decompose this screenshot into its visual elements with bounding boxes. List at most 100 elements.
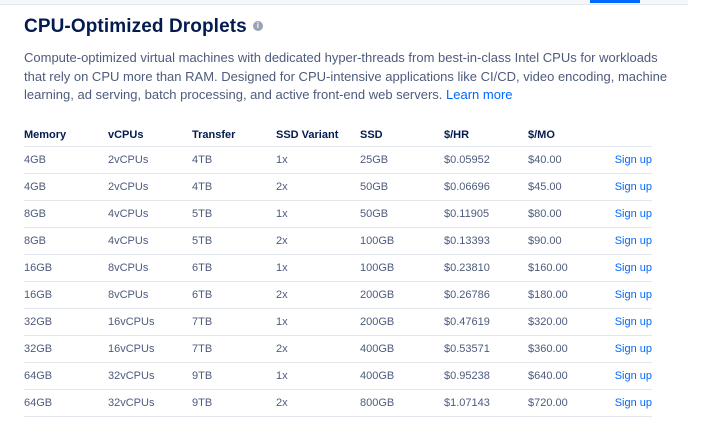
table-row: 16GB 8vCPUs 6TB 1x 100GB $0.23810 $160.0…	[24, 254, 652, 282]
cell-ssd-variant: 1x	[276, 200, 360, 228]
table-row: 4GB 2vCPUs 4TB 2x 50GB $0.06696 $45.00 S…	[24, 173, 652, 201]
cell-transfer: 7TB	[192, 335, 276, 363]
cell-ssd-variant: 2x	[276, 173, 360, 201]
cell-price-monthly: $320.00	[528, 308, 612, 336]
cell-transfer: 5TB	[192, 227, 276, 255]
top-strip-edge	[688, 0, 702, 5]
cell-ssd: 200GB	[360, 281, 444, 309]
cell-action: Sign up	[612, 227, 652, 255]
cell-ssd: 100GB	[360, 227, 444, 255]
cell-price-monthly: $40.00	[528, 146, 612, 174]
cell-price-hourly: $0.06696	[444, 173, 528, 201]
sign-up-link[interactable]: Sign up	[614, 397, 652, 409]
cell-ssd-variant: 2x	[276, 281, 360, 309]
table-row: 32GB 16vCPUs 7TB 2x 400GB $0.53571 $360.…	[24, 335, 652, 363]
cell-action: Sign up	[612, 146, 652, 174]
cell-vcpus: 4vCPUs	[108, 227, 192, 255]
cell-price-hourly: $0.23810	[444, 254, 528, 282]
cell-memory: 64GB	[24, 362, 108, 390]
cell-price-monthly: $80.00	[528, 200, 612, 228]
cell-transfer: 7TB	[192, 308, 276, 336]
cell-action: Sign up	[612, 389, 652, 417]
table-row: 64GB 32vCPUs 9TB 1x 400GB $0.95238 $640.…	[24, 362, 652, 390]
section-header: CPU-Optimized Droplets i	[24, 16, 263, 38]
cell-price-hourly: $1.07143	[444, 389, 528, 417]
cell-ssd-variant: 2x	[276, 389, 360, 417]
cell-memory: 4GB	[24, 146, 108, 174]
col-header-price-hourly: $/HR	[444, 129, 470, 141]
section-title: CPU-Optimized Droplets	[24, 16, 247, 37]
cell-price-monthly: $720.00	[528, 389, 612, 417]
cell-price-monthly: $360.00	[528, 335, 612, 363]
cell-ssd-variant: 2x	[276, 335, 360, 363]
cell-memory: 16GB	[24, 281, 108, 309]
cell-price-hourly: $0.47619	[444, 308, 528, 336]
pricing-table: Memory vCPUs Transfer SSD Variant SSD $/…	[24, 124, 652, 417]
cell-vcpus: 32vCPUs	[108, 389, 192, 417]
cell-action: Sign up	[612, 335, 652, 363]
cell-price-hourly: $0.53571	[444, 335, 528, 363]
cell-memory: 4GB	[24, 173, 108, 201]
cell-action: Sign up	[612, 173, 652, 201]
col-header-ssd-variant: SSD Variant	[276, 129, 339, 141]
cell-price-monthly: $640.00	[528, 362, 612, 390]
col-header-vcpus: vCPUs	[108, 129, 144, 141]
cell-ssd-variant: 1x	[276, 308, 360, 336]
cell-vcpus: 16vCPUs	[108, 308, 192, 336]
sign-up-link[interactable]: Sign up	[614, 262, 652, 274]
cell-memory: 32GB	[24, 335, 108, 363]
sign-up-link[interactable]: Sign up	[614, 370, 652, 382]
cell-action: Sign up	[612, 200, 652, 228]
cell-price-monthly: $45.00	[528, 173, 612, 201]
cell-vcpus: 2vCPUs	[108, 146, 192, 174]
cell-ssd: 800GB	[360, 389, 444, 417]
cell-ssd: 50GB	[360, 200, 444, 228]
section-description: Compute-optimized virtual machines with …	[24, 49, 674, 105]
col-header-memory: Memory	[24, 129, 67, 141]
cell-price-hourly: $0.13393	[444, 227, 528, 255]
cell-price-monthly: $90.00	[528, 227, 612, 255]
col-header-action	[612, 124, 652, 147]
cell-price-hourly: $0.11905	[444, 200, 528, 228]
cell-memory: 32GB	[24, 308, 108, 336]
cell-action: Sign up	[612, 281, 652, 309]
info-icon[interactable]: i	[252, 21, 263, 31]
cell-vcpus: 16vCPUs	[108, 335, 192, 363]
sign-up-link[interactable]: Sign up	[614, 343, 652, 355]
col-header-price-monthly: $/MO	[528, 129, 555, 141]
learn-more-link[interactable]: Learn more	[446, 87, 513, 102]
cell-price-hourly: $0.05952	[444, 146, 528, 174]
cell-ssd: 400GB	[360, 362, 444, 390]
cell-price-hourly: $0.26786	[444, 281, 528, 309]
sign-up-link[interactable]: Sign up	[614, 181, 652, 193]
table-header-row: Memory vCPUs Transfer SSD Variant SSD $/…	[24, 124, 652, 147]
cell-vcpus: 4vCPUs	[108, 200, 192, 228]
cell-vcpus: 8vCPUs	[108, 254, 192, 282]
top-tab-strip	[0, 0, 702, 5]
cell-action: Sign up	[612, 308, 652, 336]
sign-up-link[interactable]: Sign up	[614, 235, 652, 247]
description-text: Compute-optimized virtual machines with …	[24, 50, 668, 102]
cell-transfer: 4TB	[192, 173, 276, 201]
cell-price-monthly: $180.00	[528, 281, 612, 309]
sign-up-link[interactable]: Sign up	[614, 289, 652, 301]
sign-up-link[interactable]: Sign up	[614, 316, 652, 328]
table-row: 64GB 32vCPUs 9TB 2x 800GB $1.07143 $720.…	[24, 389, 652, 417]
cell-transfer: 9TB	[192, 389, 276, 417]
cell-transfer: 9TB	[192, 362, 276, 390]
cell-ssd: 50GB	[360, 173, 444, 201]
cell-transfer: 6TB	[192, 254, 276, 282]
cell-transfer: 4TB	[192, 146, 276, 174]
cell-ssd-variant: 1x	[276, 362, 360, 390]
sign-up-link[interactable]: Sign up	[614, 208, 652, 220]
table-row: 16GB 8vCPUs 6TB 2x 200GB $0.26786 $180.0…	[24, 281, 652, 309]
table-row: 8GB 4vCPUs 5TB 1x 50GB $0.11905 $80.00 S…	[24, 200, 652, 228]
cell-memory: 64GB	[24, 389, 108, 417]
cell-action: Sign up	[612, 362, 652, 390]
cell-price-monthly: $160.00	[528, 254, 612, 282]
col-header-transfer: Transfer	[192, 129, 236, 141]
cell-vcpus: 32vCPUs	[108, 362, 192, 390]
cell-transfer: 5TB	[192, 200, 276, 228]
sign-up-link[interactable]: Sign up	[614, 154, 652, 166]
